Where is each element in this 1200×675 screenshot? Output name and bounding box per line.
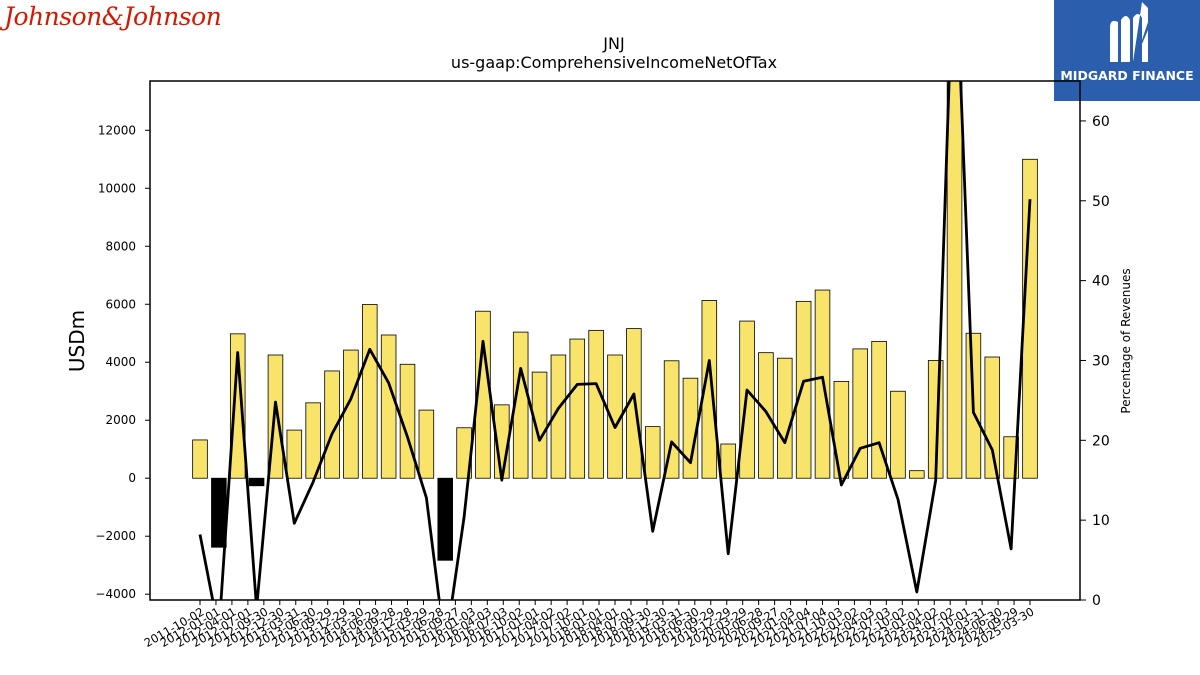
bar [437,477,453,561]
y-tick-label: 12000 [98,123,136,137]
y-axis-label: USDm [65,310,89,372]
bar [229,333,246,479]
y2-tick-label: 0 [1092,593,1101,609]
y-tick-label: −4000 [95,587,136,601]
y2-tick-label: 50 [1092,194,1110,210]
y-tick-label: 8000 [105,239,136,253]
bar [192,439,208,479]
midgard-m-icon [1110,2,1148,62]
bar [380,334,397,479]
y-axis: −4000 −2000 0 2000 4000 6000 8000 10000 12000 [95,123,150,601]
chart-subtitle: us-gaap:ComprehensiveIncomeNetOfTax [451,53,777,72]
y2-tick-label: 10 [1092,513,1110,529]
bar [701,300,718,479]
y2-tick-label: 60 [1092,114,1110,130]
y2-tick-label: 20 [1092,433,1110,449]
y-tick-label: 4000 [105,355,136,369]
bar [795,300,812,479]
bar [909,470,925,479]
bar [758,352,774,479]
y-tick-label: −2000 [95,529,136,543]
bar [324,370,340,479]
y2-tick-label: 30 [1092,353,1110,369]
y-tick-label: 0 [128,471,136,485]
y2-tick-label: 40 [1092,274,1110,290]
chart-title: JNJ [602,34,624,53]
bar [418,409,435,479]
line-series [198,81,1032,600]
bar [248,477,265,487]
bar [569,338,586,479]
bar [343,349,359,479]
bar [946,81,963,479]
percentage-line [198,81,1032,600]
bar [890,390,906,479]
y-tick-label: 6000 [105,297,136,311]
bar [286,429,303,479]
bar [644,426,661,479]
midgard-finance-wordmark: MIDGARD FINANCE [1060,68,1194,83]
bar [362,304,378,479]
bar [550,354,567,479]
bar [663,360,680,479]
y2-axis-label: Percentage of Revenues [1119,268,1133,413]
bar [777,357,793,479]
y-tick-label: 10000 [98,181,136,195]
bar [720,443,736,479]
bar [833,380,850,479]
bar-series [192,81,1038,561]
x-axis: 2011-10-022012-01-012012-04-012012-07-01… [142,600,1037,650]
bar [984,356,1001,479]
midgard-finance-logo: MIDGARD FINANCE [1054,0,1200,101]
y2-axis: 0 10 20 30 40 50 60 [1080,114,1110,609]
bar [588,329,604,479]
y-tick-label: 2000 [105,413,136,427]
johnson-and-johnson-logo: Johnson&Johnson [4,2,222,31]
